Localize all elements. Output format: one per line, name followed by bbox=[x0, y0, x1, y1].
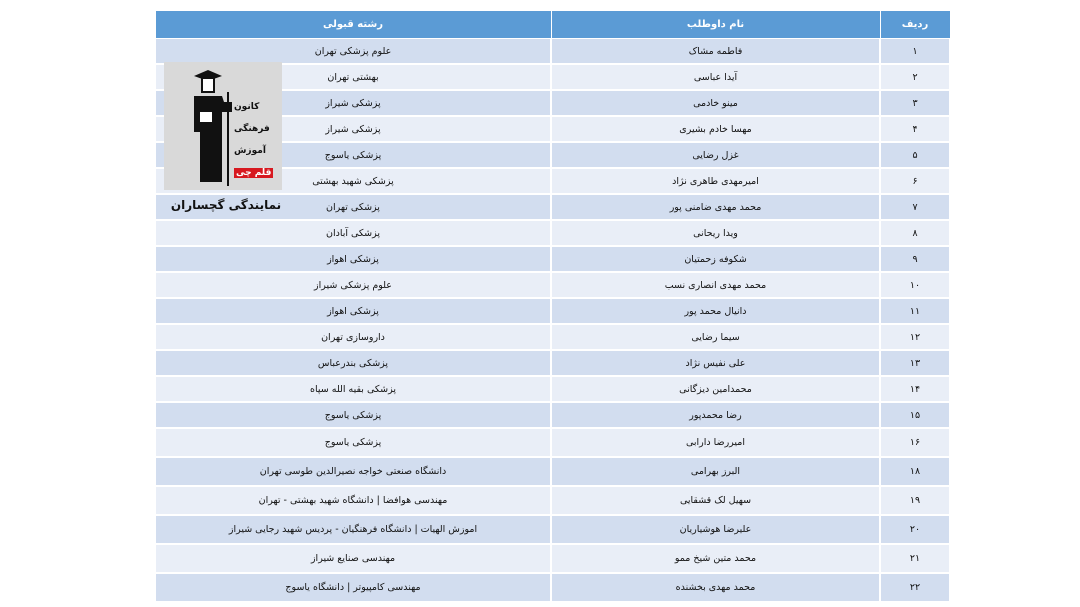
cell-index: ۲ bbox=[879, 64, 951, 91]
header-index: ردیف bbox=[879, 10, 951, 39]
representative-label: نمایندگی گچساران bbox=[170, 198, 282, 212]
cell-field: پزشکی اهواز bbox=[154, 298, 552, 325]
cell-name: مینو خادمی bbox=[550, 90, 881, 117]
cell-index: ۱۶ bbox=[879, 428, 951, 458]
logo-text-2: فرهنگی bbox=[234, 124, 270, 134]
cell-field: پزشکی اهواز bbox=[154, 246, 552, 273]
cell-name: امیرمهدی طاهری نژاد bbox=[550, 168, 881, 195]
graduate-figure-icon bbox=[194, 70, 232, 186]
cell-field: پزشکی تهران bbox=[154, 194, 552, 221]
cell-field: پزشکی یاسوج bbox=[154, 402, 552, 429]
cell-index: ۱۸ bbox=[879, 457, 951, 487]
table-row: ۲۰ علیرضا هوشیاریان اموزش الهیات | دانشگاه… bbox=[154, 515, 951, 545]
cell-index: ۲۰ bbox=[879, 515, 951, 545]
cell-index: ۱۳ bbox=[879, 350, 951, 377]
table-row: ۳ مینو خادمی پزشکی شیراز bbox=[154, 90, 951, 117]
cell-index: ۲۲ bbox=[879, 573, 951, 603]
cell-index: ۱۰ bbox=[879, 272, 951, 299]
cell-index: ۱۵ bbox=[879, 402, 951, 429]
table-row: ۱۰ محمد مهدی انصاری نسب علوم پزشکی شیراز bbox=[154, 272, 951, 299]
table-row: ۱ فاطمه مشاک علوم پزشکی تهران bbox=[154, 38, 951, 65]
table-row: ۱۴ محمدامین دیزگانی پزشکی بقیه الله سپاه bbox=[154, 376, 951, 403]
cell-name: فاطمه مشاک bbox=[550, 38, 881, 65]
cell-field: داروسازی تهران bbox=[154, 324, 552, 351]
cell-field: اموزش الهیات | دانشگاه فرهنگیان - پردیس … bbox=[154, 515, 552, 545]
cell-field: علوم پزشکی شیراز bbox=[154, 272, 552, 299]
cell-index: ۱۹ bbox=[879, 486, 951, 516]
cell-field: مهندسی کامپیوتر | دانشگاه یاسوج bbox=[154, 573, 552, 603]
cell-field: پزشکی آبادان bbox=[154, 220, 552, 247]
table-row: ۲۱ محمد متین شیخ ممو مهندسی صنایع شیراز bbox=[154, 544, 951, 574]
cell-name: محمد مهدی انصاری نسب bbox=[550, 272, 881, 299]
cell-name: علیرضا هوشیاریان bbox=[550, 515, 881, 545]
cell-index: ۲۱ bbox=[879, 544, 951, 574]
cell-field: مهندسی صنایع شیراز bbox=[154, 544, 552, 574]
cell-index: ۵ bbox=[879, 142, 951, 169]
cell-name: محمدامین دیزگانی bbox=[550, 376, 881, 403]
cell-name: علی نفیس نژاد bbox=[550, 350, 881, 377]
cell-index: ۱ bbox=[879, 38, 951, 65]
cell-name: امیررضا دارابی bbox=[550, 428, 881, 458]
table-header: ردیف نام داوطلب رشته قبولی bbox=[154, 10, 951, 39]
cell-name: محمد مهدی بخشنده bbox=[550, 573, 881, 603]
cell-name: محمد مهدی ضامنی پور bbox=[550, 194, 881, 221]
cell-name: دانیال محمد پور bbox=[550, 298, 881, 325]
table-row: ۷ محمد مهدی ضامنی پور پزشکی تهران bbox=[154, 194, 951, 221]
cell-index: ۱۲ bbox=[879, 324, 951, 351]
logo-text-3: آموزش bbox=[234, 146, 266, 156]
cell-name: البرز بهرامی bbox=[550, 457, 881, 487]
cell-index: ۸ bbox=[879, 220, 951, 247]
table-row: ۱۲ سیما رضایی داروسازی تهران bbox=[154, 324, 951, 351]
cell-index: ۴ bbox=[879, 116, 951, 143]
cell-name: شکوفه زحمتیان bbox=[550, 246, 881, 273]
cell-name: سهیل لک قشقایی bbox=[550, 486, 881, 516]
cell-name: رضا محمدپور bbox=[550, 402, 881, 429]
table-row: ۱۹ سهیل لک قشقایی مهندسی هوافضا | دانشگاه … bbox=[154, 486, 951, 516]
ghalamchi-logo: کانون فرهنگی آموزش قلم چی bbox=[164, 62, 282, 190]
table-row: ۵ غزل رضایی پزشکی یاسوج bbox=[154, 142, 951, 169]
cell-index: ۷ bbox=[879, 194, 951, 221]
table-row: ۱۳ علی نفیس نژاد پزشکی بندرعباس bbox=[154, 350, 951, 377]
table-row: ۱۱ دانیال محمد پور پزشکی اهواز bbox=[154, 298, 951, 325]
cell-index: ۶ bbox=[879, 168, 951, 195]
cell-name: غزل رضایی bbox=[550, 142, 881, 169]
cell-field: پزشکی یاسوج bbox=[154, 428, 552, 458]
cell-index: ۱۱ bbox=[879, 298, 951, 325]
table-row: ۲۲ محمد مهدی بخشنده مهندسی کامپیوتر | دانش… bbox=[154, 573, 951, 603]
logo-text-1: کانون bbox=[234, 102, 260, 112]
cell-name: محمد متین شیخ ممو bbox=[550, 544, 881, 574]
cell-name: مهسا خادم بشیری bbox=[550, 116, 881, 143]
cell-index: ۱۴ bbox=[879, 376, 951, 403]
cell-name: سیما رضایی bbox=[550, 324, 881, 351]
cell-index: ۳ bbox=[879, 90, 951, 117]
cell-name: ویدا ریحانی bbox=[550, 220, 881, 247]
table-row: ۱۶ امیررضا دارابی پزشکی یاسوج bbox=[154, 428, 951, 458]
cell-index: ۹ bbox=[879, 246, 951, 273]
table-row: ۹ شکوفه زحمتیان پزشکی اهواز bbox=[154, 246, 951, 273]
header-field: رشته قبولی bbox=[154, 10, 552, 39]
cell-field: دانشگاه صنعتی خواجه نصیرالدین طوسی تهران bbox=[154, 457, 552, 487]
cell-field: مهندسی هوافضا | دانشگاه شهید بهشتی - تهر… bbox=[154, 486, 552, 516]
cell-field: پزشکی بقیه الله سپاه bbox=[154, 376, 552, 403]
logo-text-4: قلم چی bbox=[234, 168, 274, 178]
header-name: نام داوطلب bbox=[550, 10, 881, 39]
table-row: ۱۵ رضا محمدپور پزشکی یاسوج bbox=[154, 402, 951, 429]
cell-name: آیدا عباسی bbox=[550, 64, 881, 91]
cell-field: علوم پزشکی تهران bbox=[154, 38, 552, 65]
table-row: ۸ ویدا ریحانی پزشکی آبادان bbox=[154, 220, 951, 247]
table-row: ۱۸ البرز بهرامی دانشگاه صنعتی خواجه نصیرال… bbox=[154, 457, 951, 487]
cell-field: پزشکی بندرعباس bbox=[154, 350, 552, 377]
